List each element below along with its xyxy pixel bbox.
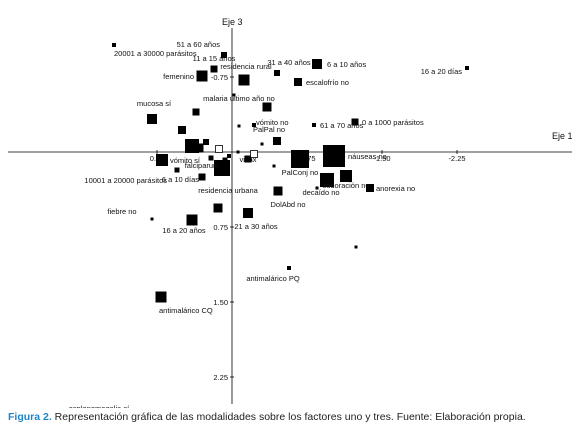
- point-unlabeled: [237, 124, 241, 128]
- point-label-20001-a-30000-parasitos: 20001 a 30000 parásitos: [114, 49, 197, 58]
- point-residencia-urbana: [213, 203, 223, 213]
- point-unlabeled: [194, 143, 204, 153]
- point-label-21-a-30-anos: 21 a 30 años: [234, 222, 278, 231]
- point-escalofrio-no: [294, 78, 302, 86]
- point-unlabeled: [222, 157, 228, 163]
- point-label-nauseas-no: náuseas no: [348, 152, 387, 161]
- point-antimalarico-cq: [155, 291, 167, 303]
- point-label-dolabd-no: DolAbd no: [270, 200, 305, 209]
- point-21-a-30-anos: [243, 208, 253, 218]
- point-6-a-10-dias: [198, 173, 206, 181]
- point-0-a-1000-parasitos: [351, 118, 359, 126]
- point-palpal-no: [273, 137, 281, 145]
- y-axis-title: Eje 3: [222, 17, 243, 27]
- point-label-falciparum: falciparum: [185, 161, 220, 170]
- point-label-10001-a-20000-parasitos: 10001 a 20000 parásitos: [84, 176, 167, 185]
- point-unlabeled: [315, 186, 319, 190]
- point-dolabd-no: [273, 186, 283, 196]
- point-antimalarico-pq: [287, 266, 291, 270]
- point-femenino: [196, 70, 208, 82]
- point-label-antimalarico-pq: antimalárico PQ: [246, 274, 300, 283]
- point-label-antimalarico-cq: antimalárico CQ: [159, 306, 213, 315]
- point-label-palconj-no: PalConj no: [282, 168, 319, 177]
- point-label-femenino: femenino: [163, 72, 194, 81]
- y-tick-label: -0.75: [211, 73, 228, 82]
- point-label-vomito-no: vómito no: [256, 118, 289, 127]
- point-label-61-a-70-anos: 61 a 70 años: [320, 121, 364, 130]
- axes: [8, 28, 572, 404]
- point-10001-a-20000-parasitos: [174, 167, 180, 173]
- figure-caption: Figura 2. Representación gráfica de las …: [8, 411, 574, 423]
- point-vivax: [244, 155, 252, 163]
- y-tick-label: 0.75: [213, 223, 228, 232]
- x-tick-label: -1.50: [373, 154, 390, 163]
- point-unlabeled: [236, 150, 240, 154]
- caption-text: Representación gráfica de las modalidade…: [51, 411, 526, 423]
- point-label-malaria-ultimo-ano-no: malaria último año no: [203, 94, 275, 103]
- point-residencia-rural: [238, 74, 250, 86]
- point-unlabeled: [232, 93, 236, 97]
- point-31-a-40-anos: [274, 70, 280, 76]
- point-nauseas-no: [323, 145, 345, 167]
- point-label-escalofrio-no: escalofrío no: [306, 78, 349, 87]
- point-unlabeled: [260, 142, 264, 146]
- y-tick-label: 1.50: [213, 298, 228, 307]
- correspondence-scatter-plot: 0.75-0.75-1.50-2.25-0.750.751.502.25 200…: [8, 17, 573, 408]
- point-vomito-no: [252, 123, 256, 127]
- point-label-vomito-si: vómito sí: [170, 156, 201, 165]
- point-sudoracion-no: [340, 170, 352, 182]
- point-unlabeled: [227, 154, 231, 158]
- point-label-residencia-urbana: residencia urbana: [198, 186, 258, 195]
- point-6-a-10-anos: [312, 59, 322, 69]
- point-61-a-70-anos: [312, 123, 316, 127]
- point-unlabeled: [178, 126, 186, 134]
- point-label-esplenomegalia-si: esplenomegalia sí: [69, 404, 130, 408]
- point-decaido-no: [320, 173, 334, 187]
- point-label-11-a-15-anos: 11 a 15 años: [193, 54, 236, 63]
- point-label-fiebre-no: fiebre no: [107, 207, 136, 216]
- point-label-6-a-10-anos: 6 a 10 años: [327, 60, 366, 69]
- point-16-a-20-dias: [465, 66, 469, 70]
- point-malaria-ultimo-ano-no: [262, 102, 272, 112]
- point-unlabeled: [203, 139, 209, 145]
- point-label-0-a-1000-parasitos: 0 a 1000 parásitos: [362, 118, 424, 127]
- point-unlabeled: [192, 108, 200, 116]
- point-unlabeled: [354, 245, 358, 249]
- point-label-vivax: vivax: [239, 155, 256, 164]
- point-falciparum: [214, 160, 230, 176]
- point-label-residencia-rural: residencia rural: [220, 62, 272, 71]
- point-vomito-si: [156, 154, 168, 166]
- point-unlabeled-hollow: [250, 150, 258, 158]
- figure-number: Figura 2.: [8, 411, 52, 423]
- y-tick-label: 2.25: [213, 373, 228, 382]
- point-label-6-a-10-dias: 6 a 10 días: [162, 175, 199, 184]
- point-label-31-a-40-anos: 31 a 40 años: [267, 58, 311, 67]
- point-fiebre-no: [150, 217, 154, 221]
- point-16-a-20-anos: [186, 214, 198, 226]
- point-20001-a-30000-parasitos: [112, 43, 116, 47]
- point-51-a-60-anos: [221, 52, 227, 58]
- point-label-sudoracion-no: sudoración no: [322, 181, 369, 190]
- point-11-a-15-anos: [210, 65, 218, 73]
- point-label-decaido-no: decaído no: [302, 188, 339, 197]
- point-palconj-no: [291, 150, 309, 168]
- point-label-16-a-20-anos: 16 a 20 años: [162, 226, 206, 235]
- point-unlabeled: [272, 164, 276, 168]
- data-points: [112, 43, 469, 303]
- point-label-mucosa-si: mucosa sí: [137, 99, 172, 108]
- point-mucosa-si: [147, 114, 157, 124]
- point-anorexia-no: [366, 184, 374, 192]
- x-axis-title: Eje 1: [552, 131, 573, 141]
- point-label-anorexia-no: anorexia no: [376, 184, 415, 193]
- point-unlabeled-hollow: [215, 145, 223, 153]
- point-label-51-a-60-anos: 51 a 60 años: [177, 40, 221, 49]
- point-label-palpal-no: PalPal no: [253, 125, 285, 134]
- point-unlabeled: [208, 155, 214, 161]
- point-label-16-a-20-dias: 16 a 20 días: [421, 67, 463, 76]
- x-tick-label: -2.25: [448, 154, 465, 163]
